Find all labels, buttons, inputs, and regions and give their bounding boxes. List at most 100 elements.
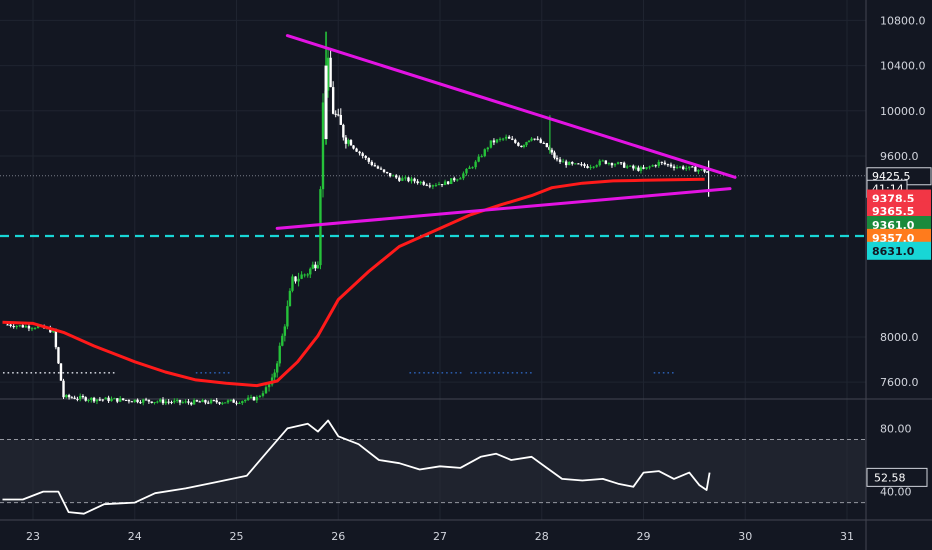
indicator-dot [658, 371, 660, 374]
price-tag-label: 9361.0 [872, 219, 915, 232]
price-axis-tick-label: 10000.0 [880, 105, 926, 118]
indicator-dot [223, 371, 225, 374]
candle-body [364, 155, 367, 158]
candle-body [413, 178, 416, 182]
candle-body [229, 399, 233, 401]
indicator-dot [214, 371, 216, 374]
candle-body [642, 167, 645, 169]
candle-body [92, 397, 96, 402]
candle-body [648, 166, 651, 168]
candle-body [54, 329, 58, 348]
candle-body [311, 264, 315, 269]
candle-body [59, 363, 63, 381]
candle-body [514, 139, 517, 143]
indicator-dot [12, 371, 14, 374]
candle-body [564, 161, 568, 166]
last-price-tag-label: 9425.5 [872, 170, 911, 183]
candle-body [84, 397, 87, 401]
candle-body [326, 57, 330, 91]
indicator-dot [112, 371, 115, 374]
indicator-dot [479, 371, 482, 374]
candle-body [568, 161, 571, 166]
candle-body [517, 142, 520, 146]
indicator-dot [85, 371, 88, 374]
candle-body [583, 164, 586, 167]
candle-body [705, 171, 709, 173]
indicator-dot [67, 371, 69, 374]
candle-body [218, 402, 221, 404]
price-axis-tick-label: 9600.0 [880, 150, 919, 163]
candle-body [555, 157, 559, 160]
candle-body [339, 115, 342, 125]
candle-body [395, 175, 398, 178]
candle-body [542, 142, 545, 144]
candle-body [550, 149, 554, 153]
triangle-lower-trendline[interactable] [275, 187, 732, 230]
candle-body [204, 400, 207, 403]
rsi-axis-tick-label: 80.00 [880, 422, 912, 435]
candle-body [703, 169, 706, 172]
indicator-dot [450, 371, 453, 374]
candle-body [278, 345, 281, 364]
candle-body [18, 325, 21, 327]
candle-body [297, 278, 300, 282]
candle-body [207, 402, 210, 404]
candle-body [344, 137, 348, 144]
candle-body [144, 399, 148, 401]
price-tag [867, 241, 931, 260]
candle-body [156, 401, 159, 403]
candle-body [209, 400, 213, 404]
indicator-dot [653, 371, 656, 374]
candle-body [471, 167, 474, 169]
indicator-dot [76, 371, 78, 374]
candle-body [136, 399, 139, 403]
candle-body [78, 395, 82, 399]
price-axis-tick-label: 10400.0 [880, 60, 926, 73]
candle-body [329, 57, 332, 88]
candle-body [300, 274, 303, 279]
candle-body [530, 138, 533, 141]
candle-body [465, 168, 468, 174]
candle-body [27, 326, 31, 329]
candle-body [660, 161, 664, 163]
candle-body [70, 397, 74, 399]
candle-body [244, 399, 247, 402]
candle-body [294, 276, 297, 282]
indicator-dot [414, 371, 416, 374]
candle-body [431, 185, 435, 187]
candle-body [675, 167, 679, 169]
candle-body [700, 169, 703, 171]
indicator-dot [502, 371, 505, 374]
rsi-band-fill [0, 439, 866, 503]
candle-body [249, 396, 253, 398]
candle-body [90, 397, 93, 401]
candle-body [434, 185, 438, 187]
indicator-dot [432, 371, 434, 374]
indicator-dot [497, 371, 500, 374]
candle-body [238, 403, 241, 405]
candle-body [637, 167, 640, 171]
candle-body [539, 139, 542, 143]
candle-body [49, 328, 52, 333]
price-axis-tick-label: 10800.0 [880, 14, 926, 27]
candle-body [574, 163, 577, 165]
candle-body [30, 328, 34, 330]
candle-body [119, 398, 122, 402]
indicator-dot [16, 371, 19, 374]
candle-body [610, 163, 614, 166]
indicator-dot [446, 371, 448, 374]
candle-body [6, 324, 9, 326]
triangle-upper-trendline[interactable] [285, 34, 737, 179]
candle-body [147, 399, 151, 402]
candle-body [613, 164, 617, 166]
candle-body [101, 399, 104, 401]
indicator-dot [89, 371, 92, 374]
candle-body [474, 161, 477, 168]
candle-body [98, 399, 102, 401]
candle-body [410, 178, 413, 182]
candle-body [595, 165, 598, 167]
candle-body [76, 398, 79, 400]
candle-body [376, 166, 380, 169]
candle-body [175, 399, 179, 401]
